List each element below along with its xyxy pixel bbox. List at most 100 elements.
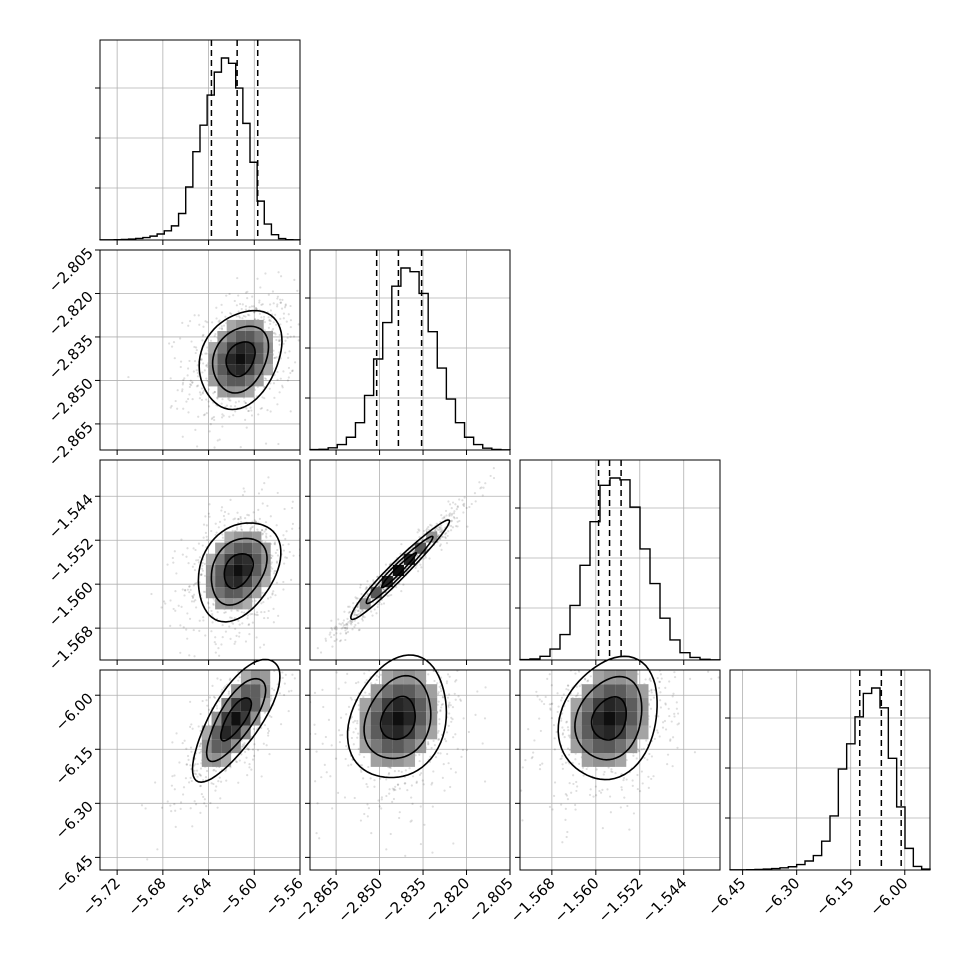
scatter-point <box>340 627 343 630</box>
scatter-point <box>670 720 673 723</box>
scatter-point <box>436 731 439 734</box>
scatter-point <box>273 396 276 399</box>
scatter-point <box>222 514 226 518</box>
scatter-point <box>437 751 440 755</box>
density-cell <box>235 375 246 387</box>
scatter-point <box>263 397 266 400</box>
scatter-point <box>246 614 250 617</box>
scatter-point <box>210 609 213 613</box>
scatter-point <box>653 688 656 691</box>
scatter-point <box>588 624 590 626</box>
scatter-point <box>169 406 172 409</box>
scatter-point <box>373 647 375 649</box>
scatter-point <box>272 321 275 324</box>
density-cell <box>260 697 271 712</box>
scatter-point <box>305 311 307 313</box>
scatter-point <box>262 600 265 604</box>
scatter-point <box>335 628 338 631</box>
scatter-point <box>548 673 551 676</box>
scatter-point <box>244 750 247 753</box>
scatter-point <box>601 788 604 791</box>
scatter-point <box>623 657 625 659</box>
scatter-point <box>594 785 597 788</box>
scatter-point <box>181 390 184 393</box>
scatter-point <box>610 633 612 635</box>
density-cell <box>224 531 234 543</box>
scatter-point <box>281 671 284 674</box>
density-cell <box>615 739 627 754</box>
scatter-point <box>205 535 208 538</box>
scatter-point <box>589 612 591 614</box>
scatter-point <box>211 684 214 687</box>
scatter-point <box>546 677 549 680</box>
scatter-point <box>271 666 273 668</box>
scatter-point <box>581 766 585 769</box>
scatter-point <box>247 514 251 517</box>
scatter-point <box>603 609 605 611</box>
scatter-point <box>198 397 202 400</box>
scatter-point <box>330 626 333 630</box>
scatter-point <box>353 796 356 800</box>
scatter-point <box>437 526 440 529</box>
scatter-point <box>344 638 347 642</box>
scatter-point <box>276 305 279 308</box>
scatter-point <box>540 700 543 703</box>
scatter-point <box>433 638 435 640</box>
density-cell <box>226 375 236 387</box>
scatter-point <box>481 742 484 745</box>
scatter-point <box>335 626 338 629</box>
scatter-point <box>451 512 454 515</box>
density-cell <box>581 739 593 754</box>
scatter-point <box>427 740 430 744</box>
scatter-point <box>442 664 444 666</box>
scatter-point <box>432 770 435 773</box>
density-cell <box>215 576 225 588</box>
scatter-point <box>251 295 254 298</box>
scatter-point <box>186 612 189 615</box>
scatter-point <box>610 768 613 771</box>
scatter-point <box>584 678 587 681</box>
scatter-point <box>278 391 281 394</box>
ticks-layer: −5.72 −5.68 −5.64 −5.60 −5.56−2.865−2.850−2.… <box>45 87 912 926</box>
scatter-point <box>265 536 268 539</box>
scatter-point <box>276 378 279 381</box>
scatter-point <box>305 773 307 775</box>
scatter-point <box>338 640 342 643</box>
scatter-point <box>216 439 219 442</box>
density-cell <box>581 753 593 767</box>
scatter-point <box>473 492 477 495</box>
density-cell <box>245 319 255 331</box>
scatter-point <box>183 594 186 597</box>
scatter-point <box>306 344 308 346</box>
scatter-point <box>353 719 357 722</box>
scatter-point <box>235 609 239 612</box>
scatter-point <box>217 320 220 323</box>
scatter-point <box>415 780 418 783</box>
scatter-point <box>437 528 440 532</box>
x-tick-label-3-1: −6.30 <box>758 874 803 919</box>
scatter-point <box>259 286 262 289</box>
scatter-point <box>200 567 204 570</box>
scatter-point <box>324 637 327 640</box>
scatter-point <box>205 363 209 367</box>
scatter-point <box>278 343 281 346</box>
scatter-point <box>245 407 248 410</box>
scatter-point <box>229 498 232 501</box>
scatter-point <box>450 507 453 510</box>
scatter-point <box>267 326 271 329</box>
scatter-point <box>492 476 496 480</box>
scatter-point <box>447 500 450 503</box>
scatter-point <box>356 597 359 600</box>
scatter-point <box>214 636 217 639</box>
scatter-point <box>183 739 186 742</box>
scatter-point <box>247 623 251 626</box>
panel-frame-3-2 <box>519 669 721 871</box>
scatter-point <box>447 704 450 708</box>
scatter-point <box>192 595 195 598</box>
scatter-point <box>206 321 209 324</box>
scatter-point <box>648 690 651 693</box>
scatter-point <box>267 731 270 735</box>
scatter-point <box>365 595 368 598</box>
scatter-point <box>244 517 247 520</box>
scatter-point <box>356 722 359 725</box>
